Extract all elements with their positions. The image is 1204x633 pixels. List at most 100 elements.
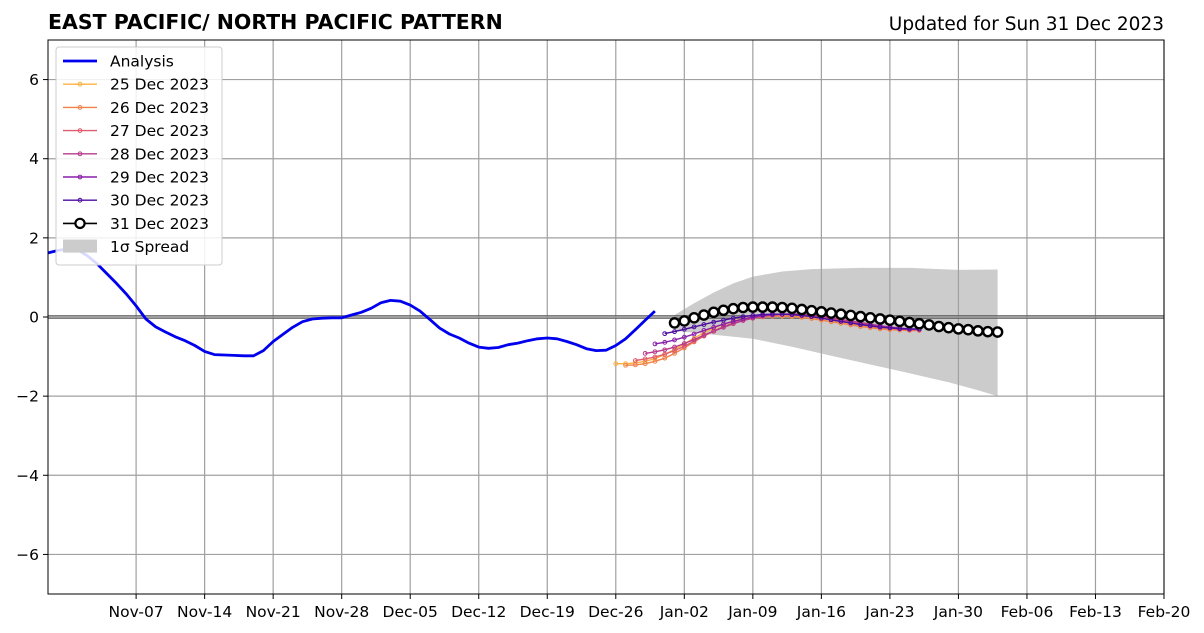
data-point <box>652 354 658 360</box>
data-point <box>672 329 677 335</box>
legend-marker <box>77 81 83 87</box>
x-tick-label: Feb-13 <box>1069 603 1122 621</box>
legend-marker <box>77 128 83 134</box>
data-point <box>623 361 628 367</box>
data-point <box>707 306 720 319</box>
data-point <box>632 362 638 368</box>
x-tick-label: Dec-26 <box>588 603 643 621</box>
series-layer <box>47 247 1004 368</box>
x-tick-label: Nov-14 <box>177 603 232 621</box>
data-point <box>642 356 648 362</box>
x-tick-label: Nov-21 <box>246 603 301 621</box>
data-point <box>642 351 648 356</box>
data-point <box>737 301 749 314</box>
data-point <box>972 325 984 337</box>
data-point <box>681 343 687 349</box>
data-point <box>913 317 926 330</box>
legend-label: 1σ Spread <box>110 238 189 256</box>
tick-layer: Nov-07 Nov-14 Nov-21 Nov-28 Dec-05 Dec-12 Dec-… <box>16 71 1190 621</box>
data-point <box>721 317 726 323</box>
data-point <box>691 337 697 342</box>
data-point <box>672 337 677 343</box>
data-point <box>730 315 736 321</box>
data-point <box>844 309 857 322</box>
data-point <box>756 301 769 313</box>
data-point <box>701 332 707 338</box>
legend-label: 27 Dec 2023 <box>110 122 209 140</box>
data-point <box>652 349 658 355</box>
data-point <box>623 362 628 368</box>
data-point <box>662 351 668 357</box>
data-point <box>691 331 697 337</box>
legend-item: 1σ Spread <box>63 238 189 256</box>
legend-swatch <box>63 239 97 253</box>
data-point <box>805 304 818 317</box>
x-tick-label: Jan-30 <box>933 603 983 621</box>
data-point <box>858 322 863 327</box>
zero-line-layer <box>48 315 1164 319</box>
data-point <box>740 314 746 320</box>
y-tick-label: 4 <box>29 150 39 168</box>
data-point <box>701 322 707 327</box>
legend-label: 31 Dec 2023 <box>110 215 209 233</box>
data-point <box>711 324 717 330</box>
x-tick-label: Jan-09 <box>727 603 777 621</box>
data-point <box>786 302 798 315</box>
legend-label: Analysis <box>110 53 174 71</box>
data-point <box>903 316 916 329</box>
spread-band-layer <box>674 267 998 397</box>
legend-marker <box>74 217 86 230</box>
data-point <box>835 308 847 321</box>
data-point <box>730 318 736 324</box>
data-point <box>962 323 975 336</box>
y-tick-label: 6 <box>29 71 39 89</box>
data-point <box>864 311 877 324</box>
y-tick-label: 0 <box>29 309 39 327</box>
legend-item: 26 Dec 2023 <box>63 99 209 117</box>
legend-item: 28 Dec 2023 <box>63 145 209 163</box>
data-point <box>867 323 873 329</box>
series-31-dec-2023 <box>668 301 1004 338</box>
data-point <box>672 344 677 350</box>
data-point <box>698 309 710 321</box>
legend-item: 31 Dec 2023 <box>63 215 209 233</box>
data-point <box>662 347 668 353</box>
analysis-line <box>47 247 656 358</box>
data-point <box>991 326 1004 338</box>
grid-layer <box>48 40 1165 594</box>
chart-updated-date: Updated for Sun 31 Dec 2023 <box>889 14 1164 35</box>
legend-label: 28 Dec 2023 <box>110 145 209 163</box>
legend-marker <box>77 197 83 203</box>
data-point <box>662 339 668 345</box>
data-point <box>981 325 994 338</box>
data-point <box>923 319 935 331</box>
x-tick-label: Feb-06 <box>1001 603 1054 621</box>
x-tick-label: Dec-19 <box>520 603 575 621</box>
data-point <box>652 341 658 347</box>
data-point <box>942 321 955 334</box>
data-point <box>717 304 730 317</box>
data-point <box>711 319 717 325</box>
data-point <box>688 311 700 324</box>
spread-band <box>674 267 998 397</box>
data-point <box>815 306 828 318</box>
data-point <box>795 303 808 316</box>
data-point <box>652 358 658 364</box>
series-line <box>664 313 920 335</box>
x-tick-label: Feb-20 <box>1138 603 1191 621</box>
legend-item: 30 Dec 2023 <box>63 192 209 210</box>
data-point <box>672 351 677 356</box>
legend-marker <box>77 174 83 180</box>
data-point <box>877 324 883 330</box>
x-tick-label: Jan-16 <box>796 603 846 621</box>
x-tick-label: Nov-28 <box>314 603 369 621</box>
data-point <box>613 361 619 367</box>
x-tick-label: Jan-02 <box>659 603 709 621</box>
legend-label: 29 Dec 2023 <box>110 169 209 187</box>
y-tick-label: −2 <box>16 388 39 406</box>
data-point <box>874 313 886 325</box>
legend-item: Analysis <box>63 53 174 71</box>
data-point <box>825 307 837 319</box>
legend-box <box>55 46 223 266</box>
